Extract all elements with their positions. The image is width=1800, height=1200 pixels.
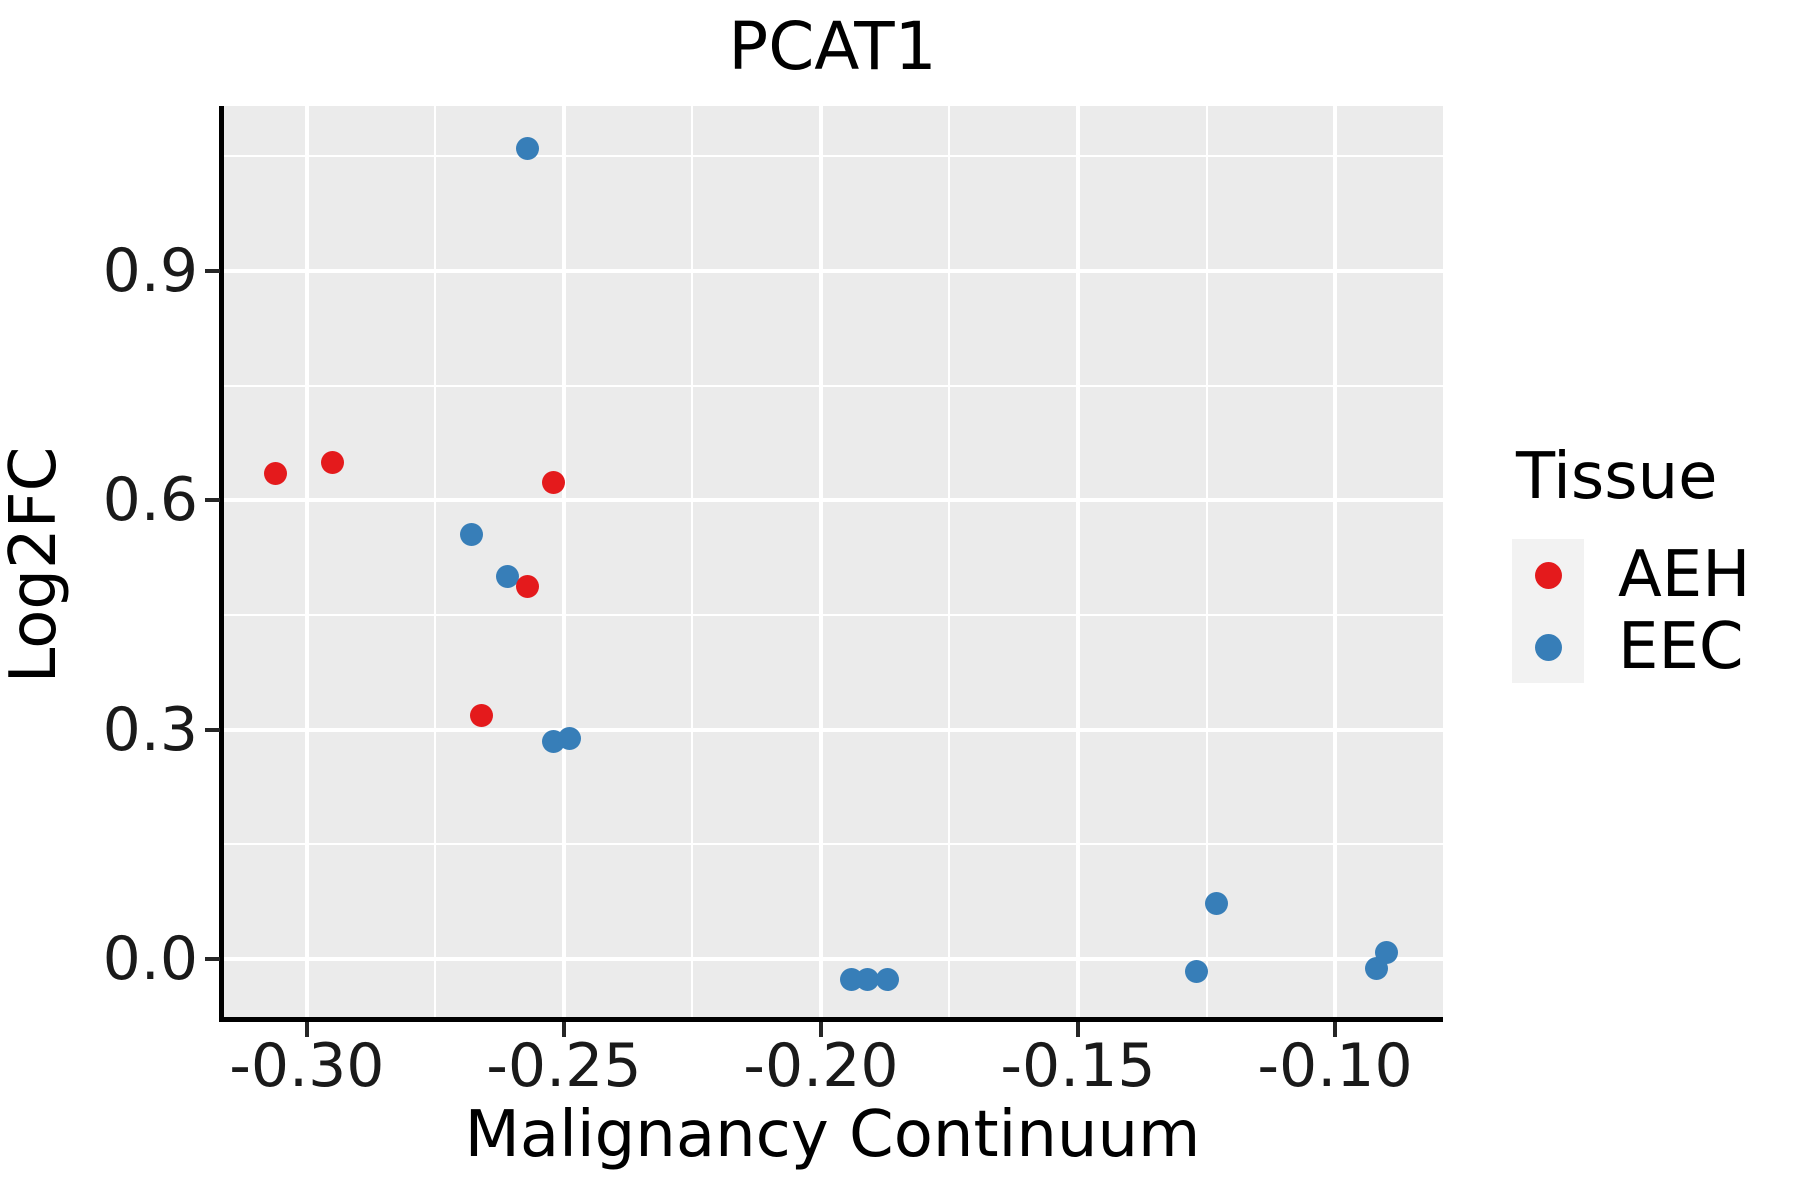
x-major-gridline <box>1075 106 1080 1019</box>
x-tick-mark <box>1075 1022 1080 1037</box>
data-point-aeh <box>516 574 540 598</box>
chart-title: PCAT1 <box>728 8 937 85</box>
data-point-aeh <box>321 451 345 475</box>
data-point-eec <box>876 968 900 992</box>
data-point-eec <box>1205 892 1229 916</box>
x-major-gridline <box>1333 106 1338 1019</box>
x-tick-label: -0.25 <box>486 1031 642 1101</box>
x-tick-mark <box>304 1022 309 1037</box>
x-minor-gridline <box>948 106 951 1019</box>
eec-legend-dot-icon <box>1534 633 1562 661</box>
x-tick-label: -0.30 <box>229 1031 385 1101</box>
data-point-eec <box>495 565 519 589</box>
x-minor-gridline <box>1205 106 1208 1019</box>
data-point-eec <box>855 968 879 992</box>
x-axis-line <box>219 1017 1443 1022</box>
legend-item-label: AEH <box>1618 538 1751 612</box>
legend-item-eec: EEC <box>1512 610 1750 684</box>
data-point-eec <box>557 726 581 750</box>
x-tick-mark <box>561 1022 566 1037</box>
x-tick-mark <box>1333 1022 1338 1037</box>
y-major-gridline <box>222 498 1443 503</box>
y-major-gridline <box>222 269 1443 274</box>
legend-title: Tissue <box>1516 440 1718 514</box>
x-major-gridline <box>818 106 823 1019</box>
x-minor-gridline <box>691 106 694 1019</box>
legend-item-aeh: AEH <box>1512 538 1751 612</box>
y-axis-label: Log2FC <box>0 446 71 684</box>
y-tick-mark <box>205 956 220 961</box>
data-point-aeh <box>542 470 566 494</box>
x-tick-label: -0.15 <box>1000 1031 1156 1101</box>
data-point-aeh <box>470 703 494 727</box>
x-tick-label: -0.20 <box>743 1031 899 1101</box>
y-tick-label: 0.6 <box>102 465 198 536</box>
legend-key <box>1512 539 1584 611</box>
aeh-legend-dot-icon <box>1534 561 1562 589</box>
y-tick-mark <box>205 498 220 503</box>
y-major-gridline <box>222 956 1443 961</box>
x-tick-label: -0.10 <box>1257 1031 1413 1101</box>
x-minor-gridline <box>434 106 437 1019</box>
y-tick-mark <box>205 727 220 732</box>
y-minor-gridline <box>222 155 1443 158</box>
data-point-eec <box>459 522 483 546</box>
y-minor-gridline <box>222 614 1443 617</box>
x-axis-label: Malignancy Continuum <box>464 1098 1201 1172</box>
y-tick-mark <box>205 269 220 274</box>
plot-panel <box>222 106 1443 1019</box>
x-major-gridline <box>561 106 566 1019</box>
data-point-eec <box>1184 959 1208 983</box>
y-major-gridline <box>222 727 1443 732</box>
y-tick-label: 0.9 <box>102 236 198 307</box>
x-major-gridline <box>304 106 309 1019</box>
legend-key <box>1512 611 1584 683</box>
y-tick-label: 0.3 <box>102 694 198 765</box>
y-minor-gridline <box>222 843 1443 846</box>
legend-item-label: EEC <box>1618 610 1744 684</box>
x-tick-mark <box>818 1022 823 1037</box>
data-point-eec <box>1374 941 1398 965</box>
y-axis-line <box>219 106 224 1019</box>
legend-items: AEH EEC <box>1512 538 1751 684</box>
y-tick-label: 0.0 <box>102 923 198 994</box>
data-point-eec <box>516 136 540 160</box>
y-minor-gridline <box>222 384 1443 387</box>
data-point-aeh <box>264 462 288 486</box>
